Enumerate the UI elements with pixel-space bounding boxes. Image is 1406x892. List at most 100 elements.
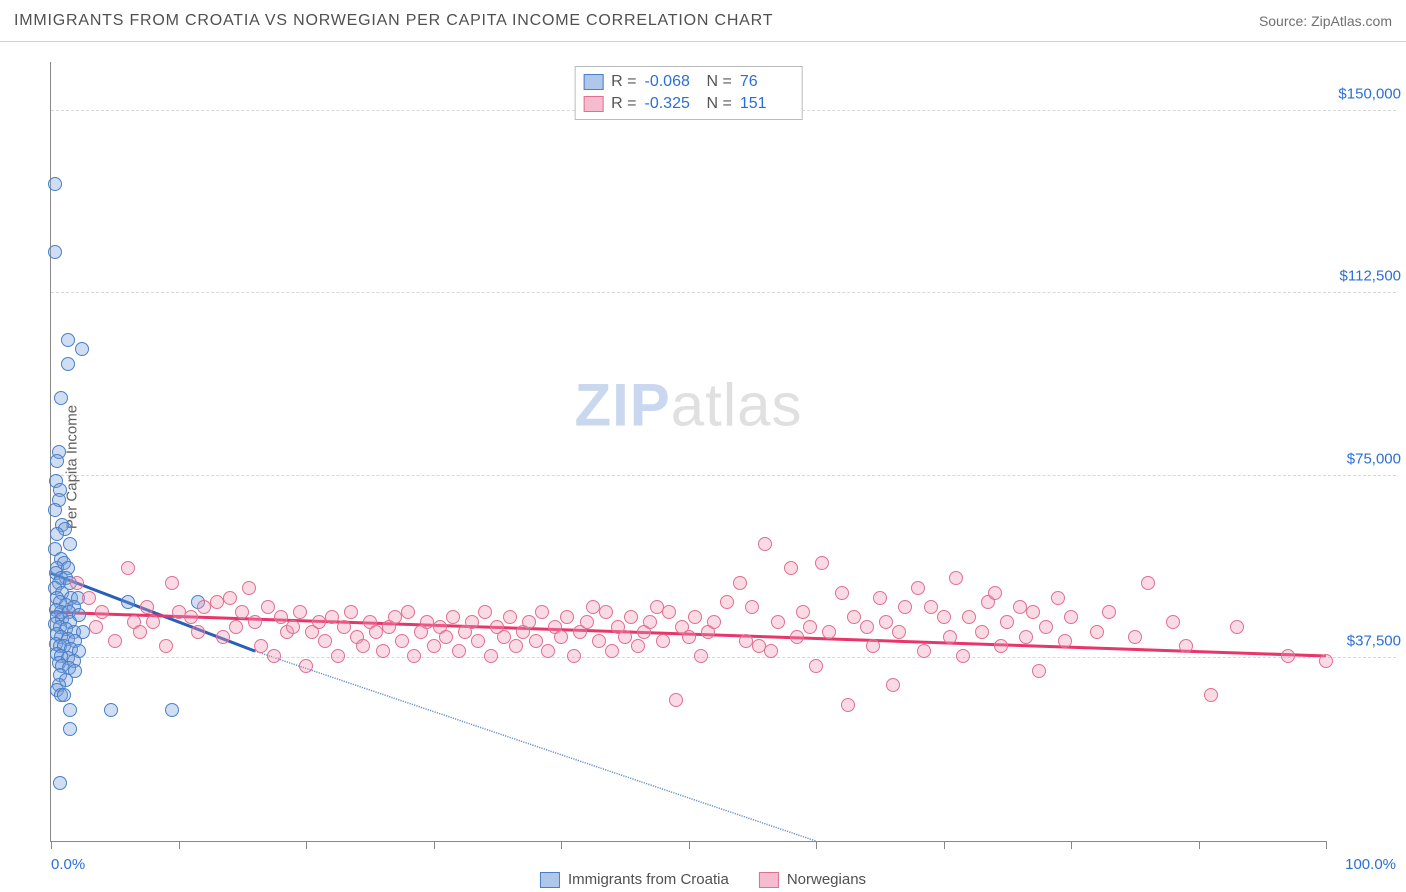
data-point [809, 659, 823, 673]
data-point [235, 605, 249, 619]
grid-line [51, 657, 1396, 658]
data-point [745, 600, 759, 614]
data-point [452, 644, 466, 658]
data-point [771, 615, 785, 629]
data-point [560, 610, 574, 624]
data-point [75, 342, 89, 356]
data-point [54, 391, 68, 405]
data-point [720, 595, 734, 609]
data-point [337, 620, 351, 634]
data-point [694, 649, 708, 663]
data-point [535, 605, 549, 619]
data-point [784, 561, 798, 575]
data-point [943, 630, 957, 644]
data-point [48, 503, 62, 517]
x-tick [944, 841, 945, 849]
data-point [879, 615, 893, 629]
data-point [956, 649, 970, 663]
data-point [509, 639, 523, 653]
data-point [191, 625, 205, 639]
data-point [1102, 605, 1116, 619]
x-tick [51, 841, 52, 849]
data-point [446, 610, 460, 624]
data-point [669, 693, 683, 707]
data-point [427, 639, 441, 653]
y-tick-label: $37,500 [1331, 633, 1401, 650]
data-point [50, 454, 64, 468]
data-point [165, 703, 179, 717]
data-point [886, 678, 900, 692]
data-point [61, 357, 75, 371]
bottom-legend: Immigrants from Croatia Norwegians [540, 871, 866, 888]
data-point [325, 610, 339, 624]
stats-legend: R = -0.068 N = 76 R = -0.325 N = 151 [574, 66, 803, 120]
chart-title: IMMIGRANTS FROM CROATIA VS NORWEGIAN PER… [14, 12, 773, 30]
data-point [159, 639, 173, 653]
swatch-blue [583, 74, 603, 90]
y-tick-label: $75,000 [1331, 450, 1401, 467]
data-point [70, 576, 84, 590]
data-point [146, 615, 160, 629]
data-point [605, 644, 619, 658]
data-point [1058, 634, 1072, 648]
data-point [682, 630, 696, 644]
data-point [242, 581, 256, 595]
swatch-pink [583, 96, 603, 112]
data-point [184, 610, 198, 624]
x-tick [689, 841, 690, 849]
trend-lines [51, 62, 1326, 841]
data-point [1090, 625, 1104, 639]
data-point [140, 600, 154, 614]
data-point [254, 639, 268, 653]
data-point [293, 605, 307, 619]
x-tick [434, 841, 435, 849]
data-point [1128, 630, 1142, 644]
data-point [261, 600, 275, 614]
data-point [643, 615, 657, 629]
data-point [356, 639, 370, 653]
data-point [707, 615, 721, 629]
stats-row-norwegians: R = -0.325 N = 151 [583, 93, 794, 115]
data-point [554, 630, 568, 644]
data-point [580, 615, 594, 629]
swatch-pink [759, 872, 779, 888]
data-point [1000, 615, 1014, 629]
data-point [1179, 639, 1193, 653]
data-point [835, 586, 849, 600]
data-point [764, 644, 778, 658]
x-tick [179, 841, 180, 849]
data-point [478, 605, 492, 619]
data-point [48, 245, 62, 259]
data-point [286, 620, 300, 634]
data-point [1141, 576, 1155, 590]
data-point [63, 703, 77, 717]
data-point [439, 630, 453, 644]
data-point [1032, 664, 1046, 678]
data-point [688, 610, 702, 624]
legend-item-croatia: Immigrants from Croatia [540, 871, 729, 888]
data-point [733, 576, 747, 590]
data-point [299, 659, 313, 673]
x-min-label: 0.0% [51, 856, 85, 873]
data-point [395, 634, 409, 648]
data-point [248, 615, 262, 629]
data-point [1064, 610, 1078, 624]
data-point [63, 537, 77, 551]
data-point [121, 561, 135, 575]
data-point [962, 610, 976, 624]
plot-region: ZIPatlas R = -0.068 N = 76 R = -0.325 N … [50, 62, 1326, 842]
data-point [104, 703, 118, 717]
data-point [48, 177, 62, 191]
data-point [484, 649, 498, 663]
x-tick [1326, 841, 1327, 849]
data-point [860, 620, 874, 634]
data-point [95, 605, 109, 619]
y-tick-label: $112,500 [1331, 268, 1401, 285]
data-point [1019, 630, 1033, 644]
data-point [656, 634, 670, 648]
data-point [1319, 654, 1333, 668]
data-point [924, 600, 938, 614]
data-point [866, 639, 880, 653]
chart-header: IMMIGRANTS FROM CROATIA VS NORWEGIAN PER… [0, 0, 1406, 42]
data-point [796, 605, 810, 619]
